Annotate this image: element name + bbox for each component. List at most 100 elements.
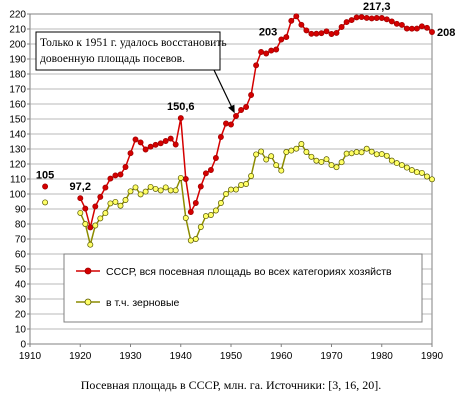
y-tick-label: 120 bbox=[9, 160, 26, 171]
data-point bbox=[338, 24, 345, 30]
y-tick-label: 160 bbox=[9, 100, 26, 111]
data-point bbox=[112, 198, 119, 205]
y-tick-label: 190 bbox=[9, 55, 26, 66]
data-point bbox=[172, 141, 179, 148]
annotation-line-1: Только к 1951 г. удалось восстановить bbox=[40, 37, 227, 49]
data-point bbox=[348, 150, 355, 157]
data-point bbox=[353, 14, 360, 21]
data-label: 217,3 bbox=[363, 1, 391, 13]
data-point bbox=[358, 149, 365, 156]
data-point bbox=[228, 121, 234, 128]
y-tick-label: 220 bbox=[9, 10, 26, 21]
data-point bbox=[263, 50, 270, 57]
data-point bbox=[333, 164, 340, 171]
data-point bbox=[223, 120, 229, 127]
data-point bbox=[238, 182, 245, 188]
chart-caption: Посевная площадь в СССР, млн. га. Источн… bbox=[80, 378, 382, 392]
data-point bbox=[248, 92, 255, 98]
x-tick-label: 1980 bbox=[371, 351, 394, 362]
data-point bbox=[87, 241, 94, 248]
data-point bbox=[338, 159, 345, 166]
data-point bbox=[152, 141, 159, 148]
data-point bbox=[323, 156, 330, 163]
data-point bbox=[278, 36, 285, 43]
data-point bbox=[197, 183, 204, 190]
data-label: 150,6 bbox=[167, 101, 195, 113]
y-tick-label: 200 bbox=[9, 40, 26, 51]
data-point bbox=[313, 157, 320, 164]
annotation-arrowhead bbox=[228, 104, 235, 114]
data-point bbox=[243, 181, 250, 187]
data-point bbox=[42, 183, 49, 190]
y-tick-label: 110 bbox=[10, 175, 26, 186]
data-point bbox=[187, 209, 194, 215]
data-point bbox=[298, 141, 305, 147]
data-point bbox=[157, 187, 164, 194]
data-point bbox=[413, 25, 420, 32]
data-point bbox=[363, 145, 370, 152]
y-tick-label: 170 bbox=[9, 85, 26, 96]
data-point bbox=[308, 153, 315, 160]
data-point bbox=[162, 184, 169, 191]
data-point bbox=[293, 13, 300, 20]
data-point bbox=[328, 162, 335, 169]
x-tick-label: 1950 bbox=[220, 351, 243, 362]
data-point bbox=[283, 149, 290, 155]
y-tick-label: 40 bbox=[15, 280, 27, 291]
data-point bbox=[278, 167, 285, 174]
data-label: 208 bbox=[437, 27, 455, 39]
data-point bbox=[243, 104, 250, 110]
data-point bbox=[97, 193, 104, 200]
data-point bbox=[233, 113, 239, 119]
data-point bbox=[162, 138, 169, 144]
data-point bbox=[142, 188, 149, 195]
data-point bbox=[378, 15, 385, 21]
data-point bbox=[228, 186, 234, 193]
y-tick-label: 130 bbox=[9, 145, 26, 156]
data-point bbox=[383, 16, 390, 23]
data-point bbox=[343, 150, 350, 157]
data-point bbox=[197, 224, 204, 230]
data-point bbox=[424, 24, 430, 31]
data-point bbox=[424, 173, 430, 180]
data-point bbox=[308, 30, 315, 37]
y-tick-label: 140 bbox=[9, 130, 26, 141]
x-tick-label: 1960 bbox=[270, 351, 293, 362]
data-point bbox=[77, 209, 84, 216]
data-point bbox=[378, 151, 385, 158]
data-point bbox=[212, 207, 219, 214]
data-point bbox=[147, 143, 154, 150]
y-tick-label: 90 bbox=[15, 205, 27, 216]
data-point bbox=[248, 173, 255, 179]
y-tick-label: 60 bbox=[15, 250, 27, 261]
data-point bbox=[207, 212, 214, 218]
data-point bbox=[207, 167, 214, 173]
data-point bbox=[288, 147, 295, 154]
y-tick-label: 210 bbox=[9, 25, 26, 36]
data-label: 105 bbox=[36, 170, 54, 182]
data-point bbox=[192, 200, 199, 206]
data-point bbox=[273, 46, 280, 53]
data-point bbox=[343, 19, 350, 26]
data-label: 97,2 bbox=[70, 181, 91, 193]
data-point bbox=[167, 135, 174, 142]
data-point bbox=[82, 221, 89, 227]
data-point bbox=[418, 169, 425, 176]
data-point bbox=[42, 199, 49, 206]
legend-label-grain: в т.ч. зерновые bbox=[106, 297, 180, 309]
data-point bbox=[192, 236, 199, 242]
y-tick-label: 50 bbox=[15, 265, 27, 276]
x-axis-ticks: 1910 1920 1930 1940 1950 1960 1970 1980 1990 bbox=[19, 344, 444, 362]
annotation-box bbox=[35, 31, 221, 71]
data-point bbox=[157, 140, 164, 147]
data-point bbox=[132, 136, 139, 143]
data-point bbox=[137, 139, 144, 146]
data-labels: 105 97,2 150,6 203 217,3 208 bbox=[36, 1, 455, 193]
series-0 bbox=[42, 13, 435, 231]
data-point bbox=[393, 160, 400, 167]
data-point bbox=[107, 175, 114, 182]
series-group bbox=[42, 13, 435, 248]
x-tick-label: 1940 bbox=[170, 351, 193, 362]
data-point bbox=[182, 176, 189, 182]
data-point bbox=[92, 222, 99, 229]
